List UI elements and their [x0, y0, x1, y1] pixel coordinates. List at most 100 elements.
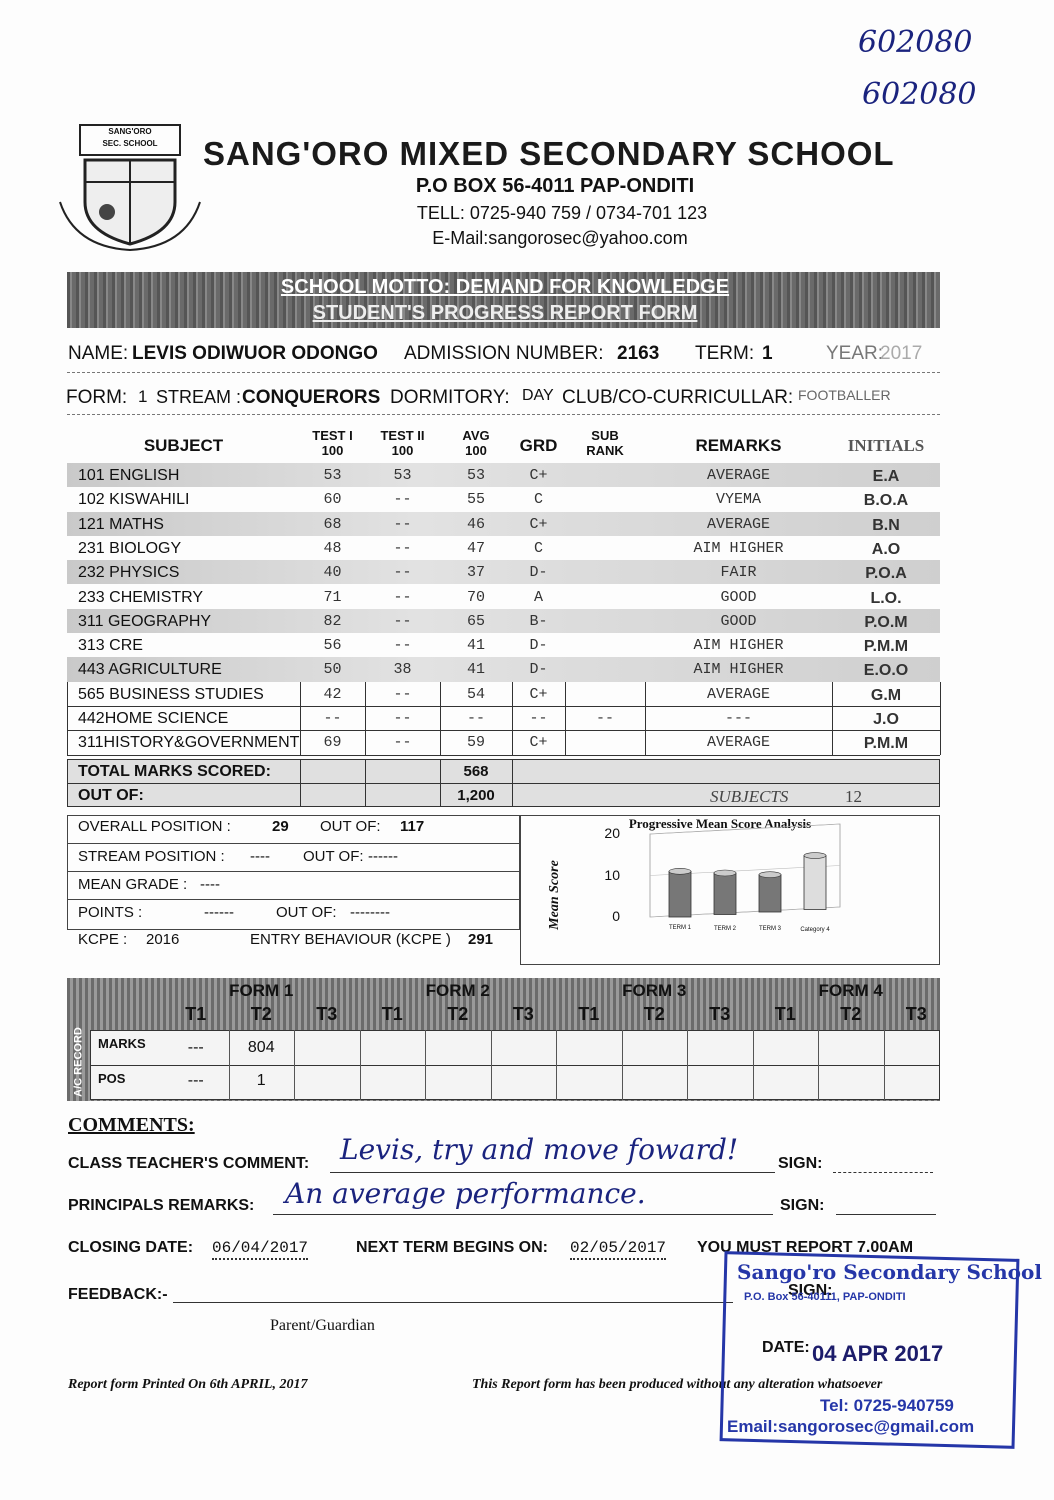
table-cell: 65 — [466, 612, 486, 630]
bar-cap — [758, 871, 782, 878]
table-cell: 47 — [466, 539, 486, 557]
table-cell: 59 — [466, 734, 486, 752]
table-cell: VYEMA — [715, 491, 762, 509]
initials: J.O — [873, 711, 899, 728]
pos-value: 117 — [400, 818, 425, 835]
table-cell: 38 — [393, 661, 412, 679]
pos-value: ------ — [368, 848, 398, 865]
cell-border — [565, 730, 566, 755]
initials: P.O.M — [864, 613, 908, 631]
subject-name: 232 PHYSICS — [78, 564, 180, 582]
shape — [99, 204, 115, 220]
cell-border — [300, 706, 301, 731]
position-box — [67, 815, 520, 930]
cell-border — [883, 1030, 885, 1100]
initials: P.O.A — [865, 565, 907, 583]
shape — [79, 124, 181, 156]
table-cell: -- — [393, 539, 412, 557]
table-cell: GOOD — [720, 588, 757, 606]
pos-label: STREAM POSITION : — [78, 848, 225, 865]
table-cell: 68 — [323, 515, 342, 533]
total-value: 568 — [463, 762, 489, 780]
cell-border — [67, 843, 520, 844]
form-label: FORM 2 — [425, 981, 490, 1000]
rule — [67, 414, 940, 415]
term-label: T3 — [316, 1004, 338, 1024]
table-cell: AIM HIGHER — [693, 661, 784, 679]
comment-label: PRINCIPALS REMARKS: — [68, 1197, 255, 1214]
table-cell: C+ — [529, 515, 548, 533]
term-label: T1 — [578, 1004, 600, 1024]
table-cell: --- — [724, 710, 753, 727]
row-shade — [67, 608, 940, 634]
rule — [67, 372, 940, 373]
cell-border — [294, 1030, 295, 1100]
pos-label: MEAN GRADE : — [78, 876, 188, 893]
row-shade — [67, 463, 940, 488]
subjects-label: SUBJECTS — [710, 786, 789, 806]
table-cell: 42 — [323, 685, 342, 703]
bar-cap — [713, 869, 737, 877]
term-label: T2 — [447, 1004, 469, 1024]
mean-chart — [649, 823, 841, 918]
pos-label: OUT OF: — [276, 904, 337, 921]
subject-name: 121 MATHS — [78, 515, 164, 533]
form-title: STUDENT'S PROGRESS REPORT FORM — [312, 302, 698, 324]
motto: SCHOOL MOTTO: DEMAND FOR KNOWLEDGE — [280, 276, 730, 298]
student-info: 1 — [762, 343, 773, 364]
rule — [273, 1214, 773, 1215]
pos-value: -------- — [350, 904, 390, 921]
term-label: T3 — [512, 1004, 534, 1024]
pos-label: OUT OF: — [303, 848, 364, 865]
cell-border — [687, 1030, 688, 1100]
y-tick-label: 10 — [604, 866, 620, 883]
table-cell: -- — [529, 710, 548, 727]
student-info: NAME: — [68, 343, 129, 364]
comments-heading: COMMENTS: — [68, 1114, 195, 1136]
term-label: T1 — [774, 1004, 796, 1024]
table-cell: FAIR — [720, 564, 757, 582]
table-cell: GOOD — [720, 612, 757, 630]
table-cell: 40 — [323, 564, 342, 582]
table-cell: -- — [393, 491, 412, 509]
initials: E.A — [872, 468, 900, 485]
subject-name: 313 CRE — [78, 637, 143, 655]
subject-name: 231 BIOLOGY — [78, 539, 182, 557]
table-cell: -- — [323, 710, 342, 727]
teacher-comment: Levis, try and move foward! — [340, 1133, 739, 1166]
sign-label: SIGN: — [788, 1282, 833, 1299]
cell-border — [228, 1030, 230, 1100]
initials: E.O.O — [863, 662, 909, 680]
table-header: GRD — [519, 436, 558, 455]
table-header: REMARKS — [695, 436, 782, 455]
cell-border — [300, 681, 301, 706]
table-cell: -- — [393, 637, 412, 655]
table-cell: 69 — [323, 734, 342, 752]
cell-border — [565, 681, 566, 706]
cell-border — [940, 706, 941, 731]
term-label: T1 — [185, 1004, 207, 1024]
footer-printed: Report form Printed On 6th APRIL, 2017 — [68, 1377, 308, 1392]
school-address: P.O BOX 56-4011 PAP-ONDITI — [415, 175, 695, 197]
principal-remark: An average performance. — [285, 1177, 646, 1210]
table-cell: -- — [393, 612, 412, 630]
pos-value: ---- — [250, 848, 270, 865]
term-label: T1 — [381, 1004, 403, 1024]
student-info: DAY — [522, 387, 554, 404]
table-cell: C+ — [529, 467, 548, 484]
bar-cap — [668, 868, 692, 875]
rule — [173, 1302, 733, 1303]
total-label: TOTAL MARKS SCORED: — [78, 762, 271, 780]
ac-row-label: MARKS — [98, 1036, 146, 1051]
y-tick-label: 0 — [612, 908, 620, 924]
date-label: DATE: — [762, 1339, 810, 1356]
school-email: E-Mail:sangorosec@yahoo.com — [432, 228, 688, 248]
table-header: 100 — [465, 443, 487, 458]
table-header: AVG — [462, 428, 490, 443]
ac-marks: --- — [187, 1039, 204, 1056]
rule — [836, 1214, 936, 1215]
initials: A.O — [871, 540, 901, 558]
school-name: SANG'ORO MIXED SECONDARY SCHOOL — [203, 135, 895, 172]
table-cell: AVERAGE — [706, 685, 771, 703]
